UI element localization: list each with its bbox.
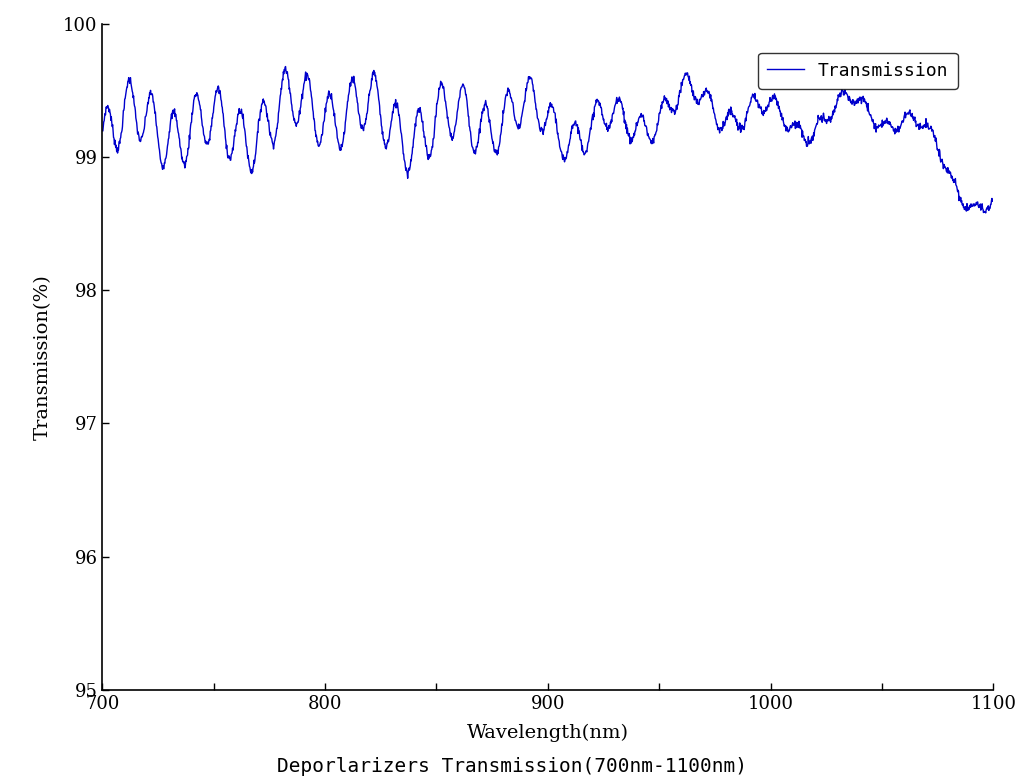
Transmission (141, 98, 154, 107)
Transmission (987, 196, 999, 205)
Line: Transmission: Transmission (102, 67, 993, 213)
Transmission (798, 136, 810, 145)
Transmission (962, 205, 974, 215)
Legend: Transmission: Transmission (759, 53, 957, 89)
Transmission (96, 126, 109, 136)
Y-axis label: Transmission(%): Transmission(%) (34, 274, 52, 440)
Transmission (962, 205, 974, 215)
Transmission (280, 62, 292, 71)
Text: Deporlarizers Transmission(700nm-1100nm): Deporlarizers Transmission(700nm-1100nm) (278, 757, 746, 776)
Transmission (529, 104, 542, 114)
Transmission (980, 209, 992, 218)
X-axis label: Wavelength(nm): Wavelength(nm) (467, 724, 629, 742)
Transmission (506, 97, 518, 107)
